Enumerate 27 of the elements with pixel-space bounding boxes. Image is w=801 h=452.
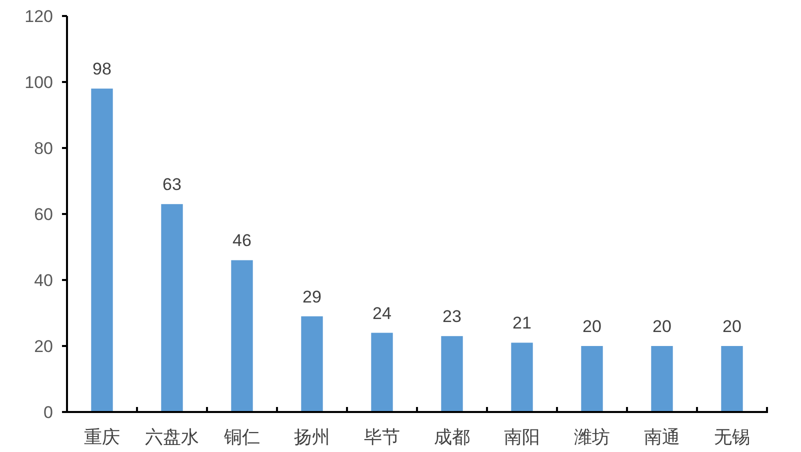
x-tick-label: 六盘水	[145, 427, 199, 447]
data-label: 98	[92, 60, 112, 79]
y-tick-label: 40	[34, 271, 53, 290]
data-label: 20	[722, 317, 742, 336]
x-tick-label: 扬州	[294, 427, 330, 447]
y-tick-label: 100	[24, 73, 53, 92]
x-tick-label: 毕节	[364, 427, 400, 447]
data-label: 20	[652, 317, 672, 336]
y-tick-label: 120	[24, 7, 53, 26]
x-tick-label: 南通	[644, 427, 680, 447]
data-label: 23	[442, 307, 462, 326]
y-tick-label: 60	[34, 205, 53, 224]
y-tick-label: 80	[34, 139, 53, 158]
x-tick-label: 成都	[434, 427, 470, 447]
x-tick-label: 南阳	[504, 427, 540, 447]
data-label: 46	[232, 231, 252, 250]
y-tick-label: 20	[34, 337, 53, 356]
data-label: 20	[582, 317, 602, 336]
data-label: 24	[372, 304, 392, 323]
data-label: 21	[512, 314, 532, 333]
x-tick-label: 潍坊	[574, 427, 610, 447]
y-tick-label: 0	[44, 403, 53, 422]
data-label: 29	[302, 287, 322, 306]
x-tick-label: 重庆	[84, 427, 120, 447]
data-label: 63	[162, 175, 182, 194]
x-tick-label: 铜仁	[223, 427, 260, 447]
x-tick-label: 无锡	[714, 427, 750, 447]
